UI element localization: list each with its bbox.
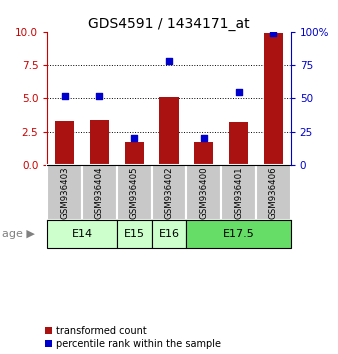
Text: age ▶: age ▶ [2,229,34,239]
Text: GSM936406: GSM936406 [269,166,278,219]
Bar [152,220,186,248]
Text: GSM936402: GSM936402 [165,166,173,219]
Bar [229,122,248,165]
Point [201,135,207,141]
Bar [194,142,213,165]
Bar [47,220,117,248]
Bar [55,121,74,165]
Text: E16: E16 [159,229,179,239]
Text: GSM936400: GSM936400 [199,166,208,219]
Bar [186,220,291,248]
Text: GSM936405: GSM936405 [130,166,139,219]
Bar [47,165,82,220]
Legend: transformed count, percentile rank within the sample: transformed count, percentile rank withi… [45,326,221,349]
Bar [152,165,186,220]
Bar [256,165,291,220]
Bar [82,165,117,220]
Point [62,93,67,98]
Point [97,93,102,98]
Title: GDS4591 / 1434171_at: GDS4591 / 1434171_at [88,17,250,31]
Point [236,89,241,95]
Bar [221,165,256,220]
Bar [117,220,152,248]
Point [271,30,276,36]
Text: E17.5: E17.5 [223,229,255,239]
Text: GSM936404: GSM936404 [95,166,104,219]
Bar [264,33,283,165]
Bar [186,165,221,220]
Text: E14: E14 [72,229,93,239]
Point [166,58,172,64]
Bar [117,165,152,220]
Text: E15: E15 [124,229,145,239]
Bar [90,120,109,165]
Text: GSM936401: GSM936401 [234,166,243,219]
Text: GSM936403: GSM936403 [60,166,69,219]
Bar [125,142,144,165]
Bar [160,97,178,165]
Point [131,135,137,141]
